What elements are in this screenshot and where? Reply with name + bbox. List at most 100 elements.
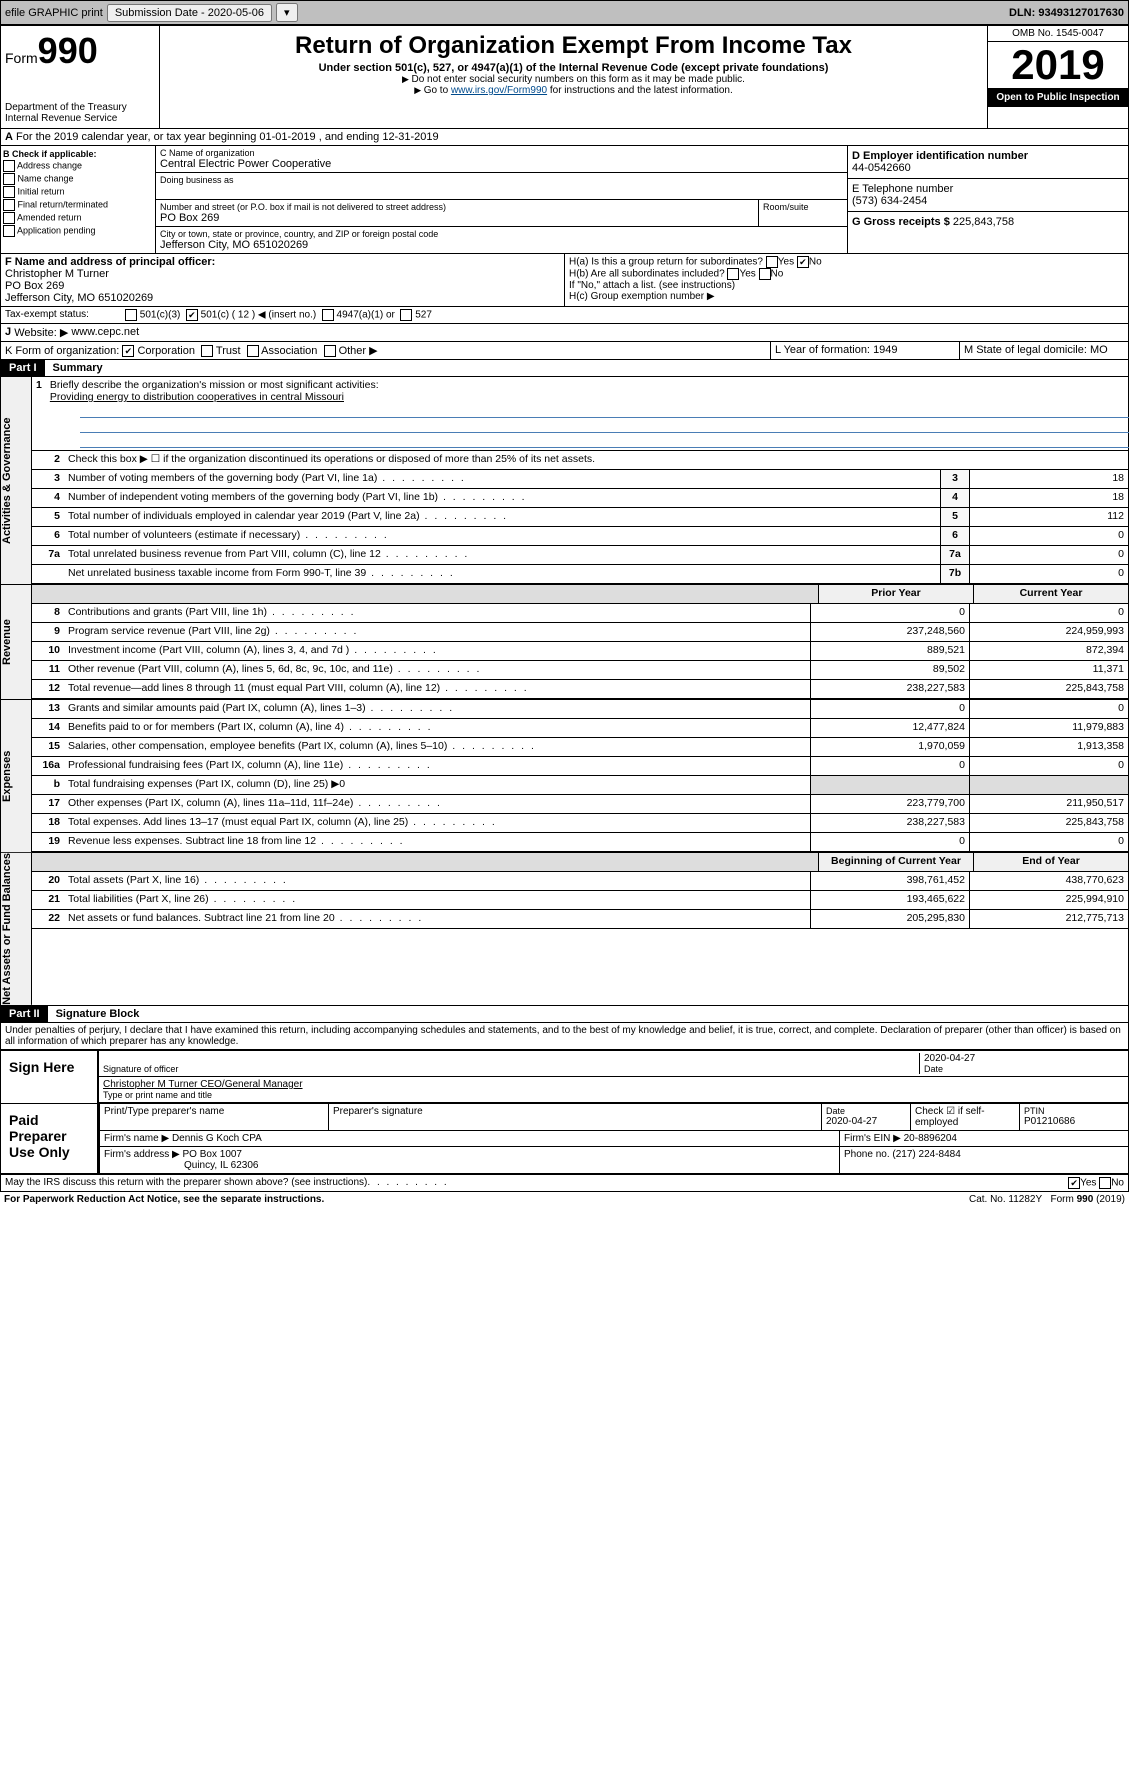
date-lbl: Date [924,1064,1124,1074]
discuss-lbl: May the IRS discuss this return with the… [5,1177,367,1189]
line-desc: Net unrelated business taxable income fr… [64,565,940,583]
city: Jefferson City, MO 651020269 [160,239,843,251]
current-year: 0 [969,757,1128,775]
line-value: 0 [969,527,1128,545]
line-desc: Total number of individuals employed in … [64,508,940,526]
checkbox-item[interactable]: Initial return [3,186,153,198]
firm-addr: PO Box 1007 [183,1149,242,1160]
l-lbl: L Year of formation: [775,344,870,356]
print-name-lbl: Type or print name and title [103,1090,1124,1100]
firm-phone-lbl: Phone no. [844,1149,890,1160]
e-lbl: E Telephone number [852,183,1124,195]
submission-date-btn[interactable]: Submission Date - 2020-05-06 [107,4,272,22]
line-value: 0 [969,565,1128,583]
current-year: 11,371 [969,661,1128,679]
current-year: 0 [969,604,1128,622]
firm-city: Quincy, IL 62306 [104,1160,835,1171]
ein: 44-0542660 [852,162,1124,174]
gross-receipts: 225,843,758 [953,216,1014,228]
checkbox-item[interactable]: Application pending [3,225,153,237]
k-lbl: K Form of organization: [5,345,119,357]
firm-addr-lbl: Firm's address ▶ [104,1149,180,1160]
line-desc: Total fundraising expenses (Part IX, col… [64,776,810,794]
part2-hdr: Part II [1,1006,48,1022]
current-year: 872,394 [969,642,1128,660]
prior-year: 0 [810,700,969,718]
firm-name: Dennis G Koch CPA [172,1133,262,1144]
website-lbl: Website: ▶ [14,326,68,339]
current-year: 0 [969,833,1128,851]
line-value: 0 [969,546,1128,564]
website: www.cepc.net [71,326,139,339]
prep-sig-lbl: Preparer's signature [328,1104,821,1130]
prior-year: 237,248,560 [810,623,969,641]
irs-link[interactable]: www.irs.gov/Form990 [451,85,547,96]
dropdown-btn[interactable]: ▾ [276,3,298,22]
prior-year: 889,521 [810,642,969,660]
prior-year: 398,761,452 [810,872,969,890]
f-lbl: F Name and address of principal officer: [5,256,560,268]
addr: PO Box 269 [160,212,754,224]
year-formation: 1949 [873,344,897,356]
city-lbl: City or town, state or province, country… [160,229,843,239]
line-desc: Benefits paid to or for members (Part IX… [64,719,810,737]
current-year: 211,950,517 [969,795,1128,813]
line-desc: Program service revenue (Part VIII, line… [64,623,810,641]
checkbox-item[interactable]: Name change [3,173,153,185]
tax-status-lbl: Tax-exempt status: [5,309,125,321]
form-number: Form990 [5,30,155,72]
current-year: 11,979,883 [969,719,1128,737]
h-b: H(b) Are all subordinates included? Yes … [569,268,1124,280]
prior-year: 205,295,830 [810,910,969,928]
current-year: 225,843,758 [969,680,1128,698]
prior-year: 12,477,824 [810,719,969,737]
checkbox-item[interactable]: Address change [3,160,153,172]
prep-name-lbl: Print/Type preparer's name [99,1104,328,1130]
prior-year: 0 [810,757,969,775]
ptin-lbl: PTIN [1024,1106,1124,1116]
checkbox-item[interactable]: Final return/terminated [3,199,153,211]
org-name: Central Electric Power Cooperative [160,158,843,170]
pra-notice: For Paperwork Reduction Act Notice, see … [4,1194,324,1205]
line-desc: Total unrelated business revenue from Pa… [64,546,940,564]
line-desc: Total assets (Part X, line 16) [64,872,810,890]
line-value: 18 [969,470,1128,488]
line-desc: Salaries, other compensation, employee b… [64,738,810,756]
prior-year: 89,502 [810,661,969,679]
prior-year: 193,465,622 [810,891,969,909]
sig-date: 2020-04-27 [924,1053,1124,1064]
d-lbl: D Employer identification number [852,150,1124,162]
current-year: 224,959,993 [969,623,1128,641]
current-year [969,776,1128,794]
line-desc: Number of voting members of the governin… [64,470,940,488]
line-desc: Revenue less expenses. Subtract line 18 … [64,833,810,851]
sign-here-lbl: Sign Here [1,1051,97,1103]
tax-opts: 501(c)(3) ✔ 501(c) ( 12 ) ◀ (insert no.)… [125,309,437,321]
m-lbl: M State of legal domicile: [964,344,1087,356]
line-desc: Contributions and grants (Part VIII, lin… [64,604,810,622]
subtitle: Under section 501(c), 527, or 4947(a)(1)… [164,62,983,74]
firm-ein-lbl: Firm's EIN ▶ [844,1133,901,1144]
open-inspection: Open to Public Inspection [988,88,1128,107]
officer-city: Jefferson City, MO 651020269 [5,292,560,304]
current-year: 438,770,623 [969,872,1128,890]
self-emp-lbl: Check ☑ if self-employed [910,1104,1019,1130]
paid-preparer-lbl: Paid Preparer Use Only [1,1104,97,1173]
line-desc: Number of independent voting members of … [64,489,940,507]
h-c: H(c) Group exemption number ▶ [569,291,1124,302]
cat-no: Cat. No. 11282Y [969,1194,1042,1205]
dba-lbl: Doing business as [160,175,843,185]
line-desc: Net assets or fund balances. Subtract li… [64,910,810,928]
efile-label: efile GRAPHIC print [5,7,103,19]
prior-year: 223,779,700 [810,795,969,813]
prep-date: 2020-04-27 [826,1116,906,1127]
line-value: 112 [969,508,1128,526]
firm-phone: (217) 224-8484 [892,1149,960,1160]
firm-name-lbl: Firm's name ▶ [104,1133,169,1144]
c-name-lbl: C Name of organization [160,148,843,158]
omb-number: OMB No. 1545-0047 [988,26,1128,42]
line-desc: Grants and similar amounts paid (Part IX… [64,700,810,718]
checkbox-item[interactable]: Amended return [3,212,153,224]
part2-title: Signature Block [48,1008,140,1020]
h-b-note: If "No," attach a list. (see instruction… [569,280,1124,291]
